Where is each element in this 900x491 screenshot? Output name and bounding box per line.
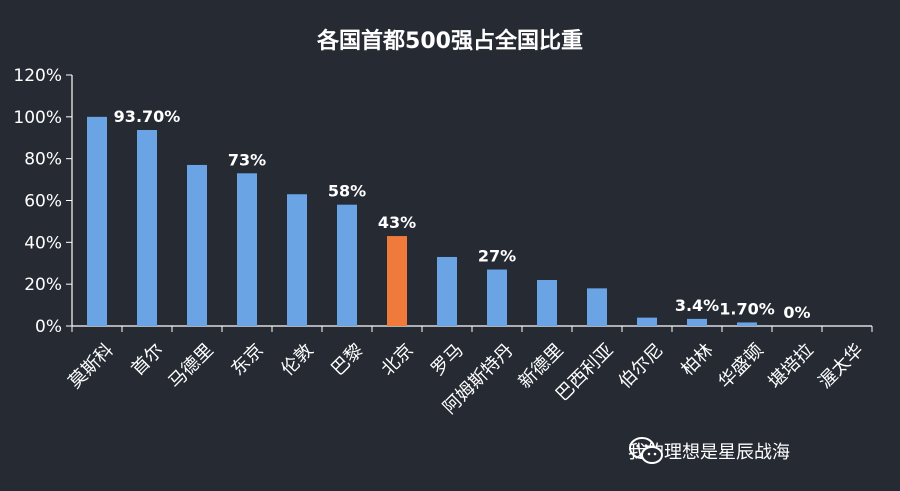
x-tick-label: 罗马 bbox=[427, 340, 467, 380]
y-tick-label: 40% bbox=[24, 233, 62, 253]
data-label: 73% bbox=[228, 150, 266, 169]
bar bbox=[287, 194, 307, 326]
x-tick-label: 堪培拉 bbox=[765, 340, 818, 393]
bar bbox=[137, 130, 157, 326]
y-tick-label: 20% bbox=[24, 275, 62, 295]
x-tick-label: 东京 bbox=[227, 340, 267, 380]
data-label: 1.70% bbox=[719, 299, 775, 318]
data-label: 3.4% bbox=[675, 296, 719, 315]
bar bbox=[587, 288, 607, 326]
y-tick-label: 0% bbox=[35, 317, 62, 337]
data-label: 93.70% bbox=[114, 107, 181, 126]
x-axis bbox=[71, 325, 873, 332]
x-tick-label: 华盛顿 bbox=[715, 340, 768, 393]
bar bbox=[687, 318, 707, 326]
data-label: 58% bbox=[328, 182, 366, 201]
data-label: 43% bbox=[378, 213, 416, 232]
bar bbox=[387, 236, 407, 326]
chart-title: 各国首都500强占全国比重 bbox=[316, 28, 583, 54]
y-axis: 0% 20% 40% 60% 80% 100% 120% bbox=[13, 66, 73, 337]
x-tick-label: 莫斯科 bbox=[65, 340, 118, 393]
bar bbox=[437, 256, 457, 326]
data-label: 27% bbox=[478, 247, 516, 266]
data-labels: 93.70% 73% 58% 43% 27% 3.4% 1.70% 0% bbox=[114, 107, 811, 322]
bar bbox=[487, 269, 507, 326]
y-tick-label: 60% bbox=[24, 192, 62, 212]
wechat-icon bbox=[629, 437, 663, 464]
bar bbox=[87, 116, 107, 326]
bar bbox=[337, 204, 357, 326]
bar bbox=[237, 173, 257, 326]
x-tick-label: 伦敦 bbox=[277, 340, 317, 380]
bar bbox=[737, 322, 757, 326]
watermark-text: 我的理想是星辰战海 bbox=[628, 442, 790, 463]
watermark: 我的理想是星辰战海 bbox=[628, 436, 790, 466]
bars bbox=[87, 116, 757, 326]
x-tick-label: 渥太华 bbox=[815, 340, 868, 393]
x-tick-label: 马德里 bbox=[165, 340, 218, 393]
y-tick-label: 100% bbox=[13, 108, 62, 128]
x-tick-label: 北京 bbox=[377, 340, 417, 380]
bar bbox=[637, 317, 657, 326]
x-tick-label: 首尔 bbox=[127, 340, 167, 380]
y-tick-label: 120% bbox=[13, 66, 62, 86]
x-tick-label: 柏林 bbox=[677, 340, 717, 380]
x-tick-label: 伯尔尼 bbox=[615, 340, 668, 393]
bar bbox=[187, 164, 207, 326]
y-tick-label: 80% bbox=[24, 150, 62, 170]
data-label: 0% bbox=[783, 303, 810, 322]
x-tick-label: 巴黎 bbox=[327, 340, 367, 380]
bar bbox=[537, 279, 557, 326]
